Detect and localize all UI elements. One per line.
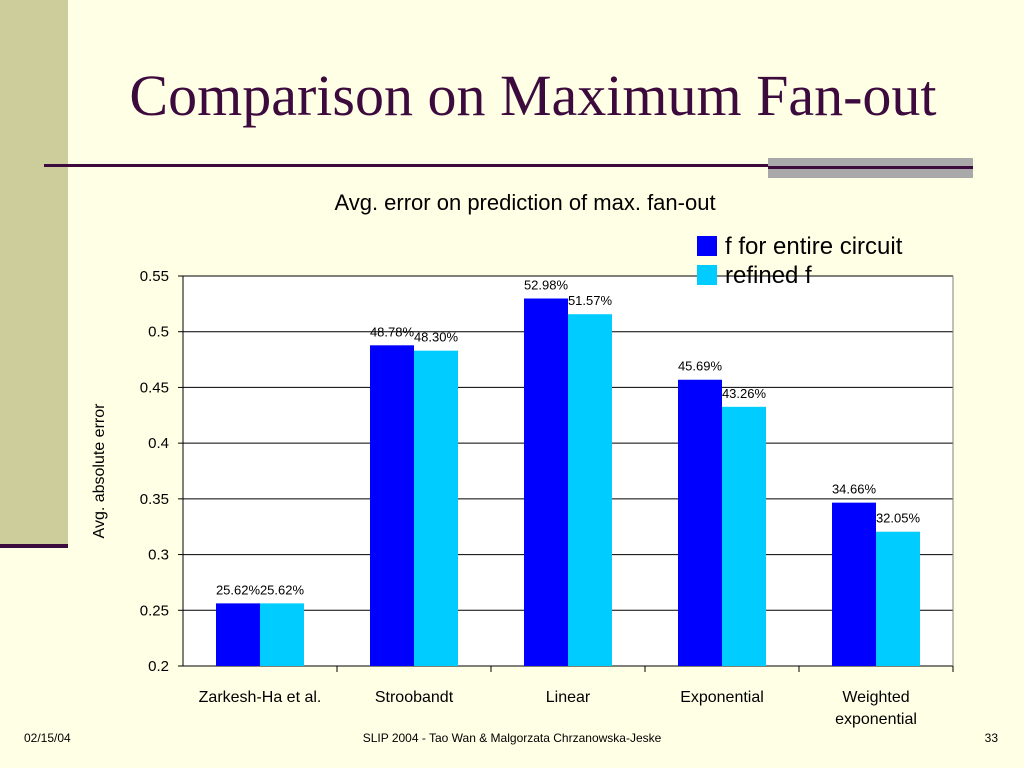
side-decoration-rule — [0, 544, 68, 548]
data-label: 32.05% — [876, 511, 921, 526]
legend-swatch — [697, 236, 717, 256]
y-tick-label: 0.35 — [140, 491, 169, 508]
x-tick-label: Exponential — [680, 689, 764, 706]
y-tick-label: 0.3 — [148, 547, 169, 564]
legend-swatch — [697, 265, 717, 285]
data-label: 43.26% — [722, 386, 767, 401]
title-underline — [44, 164, 769, 167]
bar — [370, 345, 414, 666]
bar — [678, 379, 722, 666]
footer-date: 02/15/04 — [24, 731, 71, 745]
footer-credit: SLIP 2004 - Tao Wan & Malgorzata Chrzano… — [362, 731, 662, 745]
bar — [414, 350, 458, 666]
side-decoration-bar — [0, 0, 68, 544]
y-tick-label: 0.2 — [148, 658, 169, 675]
legend-label: refined f — [725, 262, 812, 289]
data-label: 48.30% — [414, 330, 459, 345]
bar — [832, 502, 876, 666]
x-tick-label: Weighted — [842, 689, 909, 706]
bar — [260, 603, 304, 666]
y-tick-label: 0.55 — [140, 268, 169, 285]
data-label: 25.62% — [260, 582, 305, 597]
y-tick-label: 0.45 — [140, 379, 169, 396]
slide-title: Comparison on Maximum Fan-out — [129, 63, 937, 128]
bar — [524, 298, 568, 666]
x-tick-label: Linear — [546, 689, 591, 706]
x-tick-label: Stroobandt — [375, 689, 454, 706]
y-tick-label: 0.4 — [148, 435, 169, 452]
data-label: 45.69% — [678, 359, 723, 374]
chart-title: Avg. error on prediction of max. fan-out — [334, 190, 715, 215]
bar — [876, 531, 920, 666]
footer-page-number: 33 — [984, 731, 998, 745]
legend-label: f for entire circuit — [725, 233, 903, 260]
title-accent-line — [768, 166, 973, 169]
x-tick-label: Zarkesh-Ha et al. — [199, 689, 322, 706]
data-label: 48.78% — [370, 324, 415, 339]
y-axis-label: Avg. absolute error — [91, 403, 108, 539]
bar — [568, 314, 612, 666]
data-label: 34.66% — [832, 482, 877, 497]
x-tick-label: exponential — [835, 711, 917, 728]
data-label: 25.62% — [216, 582, 261, 597]
bar — [722, 406, 766, 666]
data-label: 51.57% — [568, 293, 613, 308]
y-tick-label: 0.25 — [140, 602, 169, 619]
bar — [216, 603, 260, 666]
data-label: 52.98% — [524, 278, 569, 293]
y-tick-label: 0.5 — [148, 324, 169, 341]
